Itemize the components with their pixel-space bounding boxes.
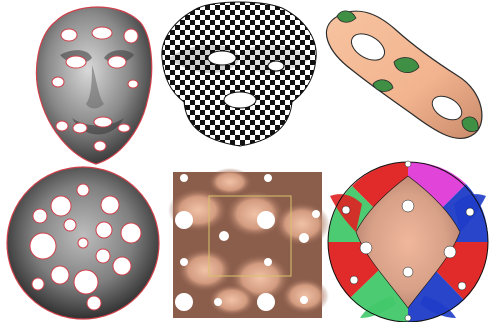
face-mesh-panel <box>35 6 153 165</box>
disk-parameterization-panel <box>6 166 160 320</box>
fundamental-domain-frame <box>208 195 292 277</box>
checkerboard-surface <box>161 1 317 147</box>
genus-two-surface <box>325 10 483 139</box>
hyperbolic-disk-panel <box>327 160 489 322</box>
hyperbolic-center-domain <box>355 175 461 309</box>
genus-two-panel <box>325 10 483 139</box>
periodic-tiling-panel <box>168 168 330 318</box>
checkerboard-panel <box>161 1 317 147</box>
